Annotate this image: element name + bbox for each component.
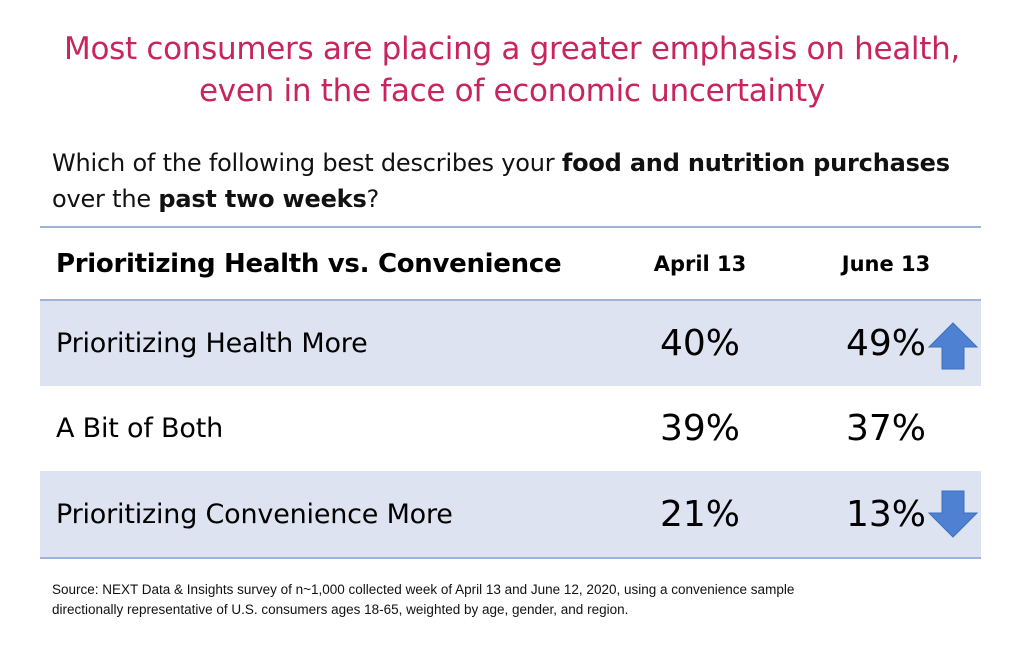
- source-note: Source: NEXT Data & Insights survey of n…: [52, 580, 992, 620]
- question-text-1: Which of the following best describes yo…: [52, 149, 562, 177]
- question-emphasis-2: past two weeks: [158, 185, 367, 213]
- table-top-rule: [40, 226, 981, 228]
- headline: Most consumers are placing a greater emp…: [0, 28, 1024, 112]
- survey-question: Which of the following best describes yo…: [52, 145, 992, 217]
- table-title: Prioritizing Health vs. Convenience: [56, 249, 562, 279]
- column-header-april: April 13: [653, 252, 747, 276]
- question-emphasis-1: food and nutrition purchases: [561, 149, 950, 177]
- table-header-row: Prioritizing Health vs. Convenience Apri…: [40, 228, 981, 300]
- row-label: A Bit of Both: [56, 413, 223, 444]
- table-bottom-rule: [40, 557, 981, 559]
- question-text-3: ?: [366, 185, 380, 213]
- value-april: 21%: [659, 493, 740, 535]
- table-row: Prioritizing Convenience More 21% 13%: [40, 471, 981, 557]
- value-april: 40%: [659, 323, 740, 364]
- source-line-1: Source: NEXT Data & Insights survey of n…: [52, 582, 795, 597]
- value-june: 37%: [845, 408, 926, 449]
- source-line-2: directionally representative of U.S. con…: [52, 602, 629, 617]
- value-june: 13%: [845, 493, 926, 535]
- table-row: Prioritizing Health More 40% 49%: [40, 301, 981, 386]
- headline-line-2: even in the face of economic uncertainty: [199, 73, 825, 109]
- question-line-1: Which of the following best describes yo…: [52, 145, 992, 181]
- table-row: A Bit of Both 39% 37%: [40, 386, 981, 471]
- table-header-rule: [40, 299, 981, 301]
- column-header-june: June 13: [841, 252, 931, 276]
- down-arrow-icon: [927, 490, 979, 538]
- question-text-2: over the: [52, 185, 159, 213]
- row-label: Prioritizing Convenience More: [56, 498, 453, 530]
- up-arrow-icon: [927, 322, 979, 370]
- value-april: 39%: [659, 408, 740, 449]
- results-table: Prioritizing Health vs. Convenience Apri…: [40, 226, 981, 560]
- value-june: 49%: [845, 323, 926, 364]
- headline-line-1: Most consumers are placing a greater emp…: [64, 31, 960, 67]
- row-label: Prioritizing Health More: [56, 328, 368, 359]
- question-line-2: over the past two weeks?: [52, 181, 992, 217]
